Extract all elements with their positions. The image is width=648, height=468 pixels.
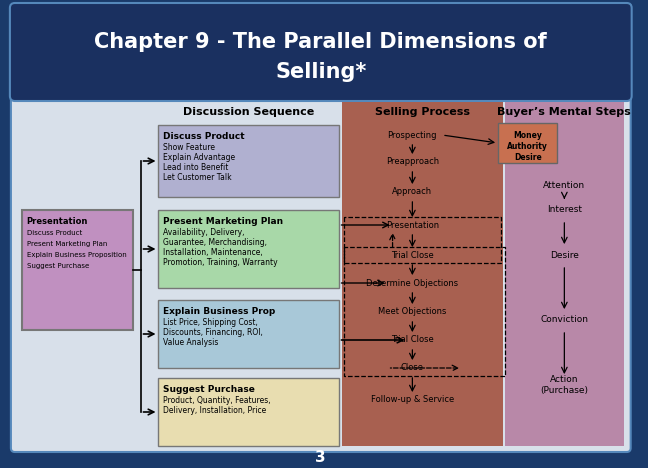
Text: Value Analysis: Value Analysis xyxy=(163,338,219,347)
FancyBboxPatch shape xyxy=(158,210,339,288)
Text: Close: Close xyxy=(401,364,424,373)
Text: Suggest Purchase: Suggest Purchase xyxy=(27,263,89,269)
Text: Money: Money xyxy=(513,131,542,140)
Text: Interest: Interest xyxy=(547,205,582,214)
Text: Conviction: Conviction xyxy=(540,315,588,324)
Text: Present Marketing Plan: Present Marketing Plan xyxy=(163,217,283,226)
Text: Determine Objections: Determine Objections xyxy=(366,278,458,287)
Text: Suggest Purchase: Suggest Purchase xyxy=(163,385,255,394)
Text: Show Feature: Show Feature xyxy=(163,143,215,152)
Text: Desire: Desire xyxy=(514,153,542,162)
Text: Discuss Product: Discuss Product xyxy=(27,230,82,236)
FancyBboxPatch shape xyxy=(10,3,632,101)
FancyBboxPatch shape xyxy=(22,210,133,330)
Text: Buyer’s Mental Steps: Buyer’s Mental Steps xyxy=(498,107,631,117)
Text: Promotion, Training, Warranty: Promotion, Training, Warranty xyxy=(163,258,278,267)
Text: Installation, Maintenance,: Installation, Maintenance, xyxy=(163,248,263,257)
Text: Follow-up & Service: Follow-up & Service xyxy=(371,395,454,404)
Bar xyxy=(341,102,503,446)
Text: Trial Close: Trial Close xyxy=(391,250,434,259)
Text: Guarantee, Merchandising,: Guarantee, Merchandising, xyxy=(163,238,268,247)
Text: Explain Business Prop: Explain Business Prop xyxy=(163,307,275,316)
Text: List Price, Shipping Cost,: List Price, Shipping Cost, xyxy=(163,318,259,327)
Text: 3: 3 xyxy=(316,451,326,466)
Text: Presentation: Presentation xyxy=(27,217,88,226)
Text: Desire: Desire xyxy=(550,250,579,259)
FancyBboxPatch shape xyxy=(158,125,339,197)
Bar xyxy=(505,102,624,446)
Text: Prospecting: Prospecting xyxy=(388,131,437,139)
FancyBboxPatch shape xyxy=(498,123,557,163)
Text: Selling*: Selling* xyxy=(275,62,367,82)
Text: Discussion Sequence: Discussion Sequence xyxy=(183,107,314,117)
Text: Selling Process: Selling Process xyxy=(375,107,470,117)
Text: Trial Close: Trial Close xyxy=(391,336,434,344)
FancyBboxPatch shape xyxy=(158,300,339,368)
Text: Explain Advantage: Explain Advantage xyxy=(163,153,235,162)
Text: Authority: Authority xyxy=(507,142,548,151)
Text: Product, Quantity, Features,: Product, Quantity, Features, xyxy=(163,396,271,405)
Text: Lead into Benefit: Lead into Benefit xyxy=(163,163,229,172)
FancyBboxPatch shape xyxy=(11,96,631,452)
Text: Availability, Delivery,: Availability, Delivery, xyxy=(163,228,245,237)
Text: Meet Objections: Meet Objections xyxy=(378,307,446,316)
Text: Discuss Product: Discuss Product xyxy=(163,132,245,141)
Text: Approach: Approach xyxy=(392,188,432,197)
Text: Preapproach: Preapproach xyxy=(386,158,439,167)
Text: Chapter 9 - The Parallel Dimensions of: Chapter 9 - The Parallel Dimensions of xyxy=(95,32,547,52)
Text: Explain Business Proposition: Explain Business Proposition xyxy=(27,252,126,258)
Text: Delivery, Installation, Price: Delivery, Installation, Price xyxy=(163,406,266,415)
Text: Action
(Purchase): Action (Purchase) xyxy=(540,375,588,395)
Text: Let Customer Talk: Let Customer Talk xyxy=(163,173,232,182)
Text: Attention: Attention xyxy=(543,181,585,190)
Text: Present Marketing Plan: Present Marketing Plan xyxy=(27,241,107,247)
FancyBboxPatch shape xyxy=(158,378,339,446)
Text: Discounts, Financing, ROI,: Discounts, Financing, ROI, xyxy=(163,328,263,337)
Text: Presentation: Presentation xyxy=(386,220,439,229)
